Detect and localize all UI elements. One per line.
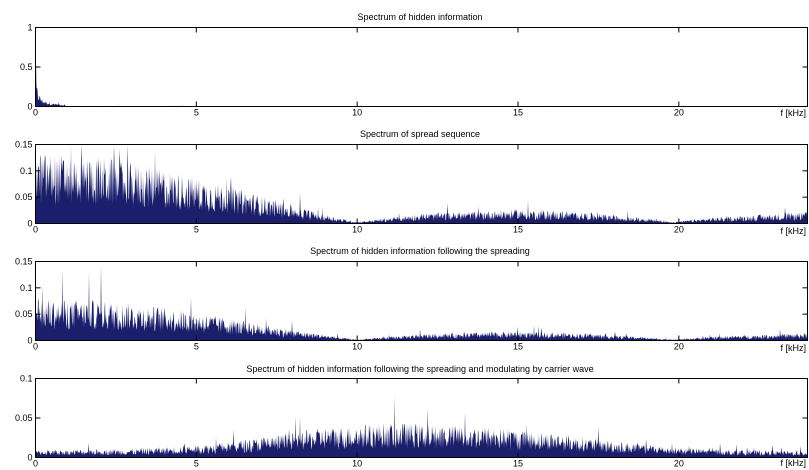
panel-3-ytick-label: 0.1	[20, 283, 33, 293]
panel-4-spectrum-bars	[35, 396, 808, 458]
panel-1-xtick-label: 0	[33, 108, 38, 118]
panel-1-xtick-label: 15	[513, 108, 523, 118]
panel-2-ytick-label: 0.15	[15, 140, 33, 150]
panel-2-xtick-label: 10	[352, 225, 362, 235]
panel-3-ytick-label: 0.05	[15, 309, 33, 319]
panel-2-title: Spectrum of spread sequence	[360, 129, 480, 139]
panel-1-axes	[35, 27, 808, 107]
panel-4-xtick-label: 0	[33, 459, 38, 469]
panel-3-ytick-label: 0.15	[15, 257, 33, 267]
panel-1-ytick-label: 1	[27, 23, 32, 33]
panel-3-bars	[35, 265, 808, 341]
panel-2-xtick-label: 15	[513, 225, 523, 235]
panel-1-spectrum-bars	[35, 62, 808, 107]
panel-1-title: Spectrum of hidden information	[357, 12, 482, 22]
panel-4-bars	[35, 396, 808, 458]
panel-1-ytick-label: 0.5	[20, 62, 33, 72]
panel-2-xtick-label: 5	[194, 225, 199, 235]
panel-3-spectrum-bars	[35, 265, 808, 341]
panel-4-xtick-label: 20	[674, 459, 684, 469]
panel-4-ticks: 0 5 10 15 20 0 0.05 0.1	[15, 374, 808, 469]
panel-3-xtick-label: 5	[194, 342, 199, 352]
panel-3-xlabel: f [kHz]	[780, 343, 806, 353]
panel-2-spectrum-bars	[35, 144, 808, 224]
panel-2-ytick-label: 0.05	[15, 192, 33, 202]
panel-4-title: Spectrum of hidden information following…	[246, 364, 593, 374]
panel-2-xtick-label: 0	[33, 225, 38, 235]
panel-2-ytick-label: 0.1	[20, 166, 33, 176]
panel-3-ytick-label: 0	[27, 336, 32, 346]
panel-3-xtick-label: 10	[352, 342, 362, 352]
panel-2-ticks: 0 5 10 15 20 0 0.05 0.1 0.15	[15, 140, 808, 235]
panel-2: Spectrum of spread sequence 0 5 10 15 20 0 0.0…	[15, 129, 808, 236]
panel-4-xtick-label: 5	[194, 459, 199, 469]
panel-1-xtick-label: 5	[194, 108, 199, 118]
panel-3: Spectrum of hidden information following…	[15, 246, 808, 353]
panel-2-ytick-label: 0	[27, 219, 32, 229]
panel-4-xtick-label: 15	[513, 459, 523, 469]
panel-1-xtick-label: 10	[352, 108, 362, 118]
panel-3-xtick-label: 20	[674, 342, 684, 352]
panel-3-xtick-label: 0	[33, 342, 38, 352]
panel-1-ytick-label: 0	[27, 102, 32, 112]
panel-3-axes	[35, 261, 808, 341]
panel-4-ytick-label: 0.1	[20, 374, 33, 384]
panel-3-title: Spectrum of hidden information following…	[310, 246, 530, 256]
panel-3-xtick-label: 15	[513, 342, 523, 352]
panel-2-axes	[35, 144, 808, 224]
panel-4-ytick-label: 0.05	[15, 413, 33, 423]
panel-2-xlabel: f [kHz]	[780, 226, 806, 236]
panel-4-xtick-label: 10	[352, 459, 362, 469]
panel-1: Spectrum of hidden information 0 5 10 15 200…	[20, 12, 808, 118]
panel-2-xtick-label: 20	[674, 225, 684, 235]
panel-1-xtick-label: 20	[674, 108, 684, 118]
panel-1-ticks: 0 5 10 15 20 0 0.5 1	[20, 23, 808, 118]
panel-4-xlabel: f [kHz]	[780, 458, 806, 468]
panel-4-ytick-label: 0	[27, 453, 32, 463]
panel-1-bars	[35, 62, 808, 107]
panel-2-bars	[35, 144, 808, 224]
panel-3-ticks: 0 5 10 15 20 0 0.05 0.1 0.15	[15, 257, 808, 352]
panel-1-xlabel: f [kHz]	[780, 108, 806, 118]
panel-4: Spectrum of hidden information following…	[15, 364, 808, 469]
